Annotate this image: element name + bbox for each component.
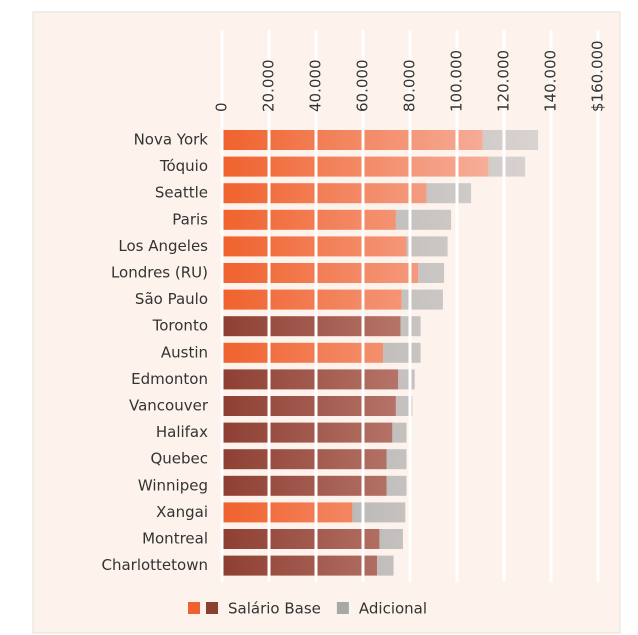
bar-segment: [395, 396, 413, 416]
bar-segment: [222, 369, 399, 390]
bar-segment: [352, 502, 406, 523]
legend-swatch: [188, 602, 200, 614]
y-tick-label: Vancouver: [129, 397, 209, 415]
bar-segment: [222, 236, 407, 257]
y-tick-label: Austin: [161, 343, 208, 361]
bar-segment: [222, 130, 483, 150]
x-tick-label: 60.000: [354, 60, 372, 113]
x-tick-label: 0: [213, 102, 231, 112]
bar-segment: [488, 156, 526, 177]
y-tick-label: Los Angeles: [118, 237, 208, 255]
bar-segment: [222, 342, 383, 363]
bar-segment: [222, 183, 427, 204]
y-tick-label: Nova York: [134, 131, 209, 149]
y-tick-label: Charlottetown: [101, 556, 208, 574]
y-tick-label: Toronto: [152, 317, 208, 335]
bar-segment: [395, 209, 452, 230]
bar-segment: [401, 289, 443, 310]
bar-segment: [222, 396, 396, 416]
bar-segment: [222, 555, 378, 576]
bar-segment: [222, 289, 402, 310]
y-tick-label: Seattle: [155, 184, 208, 202]
bar-segment: [222, 156, 489, 177]
x-tick-label: 120.000: [495, 50, 513, 112]
bar-segment: [222, 529, 380, 549]
bar-segment: [222, 449, 387, 470]
bar-segment: [392, 422, 407, 443]
y-tick-label: Paris: [172, 210, 208, 228]
bar-segment: [377, 555, 394, 576]
bar-segment: [398, 369, 415, 390]
x-tick-label: $160.000: [589, 40, 607, 112]
bar-segment: [386, 475, 407, 496]
bar-segment: [379, 529, 403, 549]
bar-segment: [222, 475, 387, 496]
bar-segment: [418, 263, 445, 283]
x-tick-label: 80.000: [401, 60, 419, 113]
x-tick-label: 40.000: [307, 60, 325, 113]
bar-segment: [222, 422, 393, 443]
legend-swatch: [336, 602, 349, 614]
y-tick-label: Quebec: [150, 450, 208, 468]
bar-segment: [386, 449, 407, 470]
y-tick-label: Edmonton: [131, 370, 208, 388]
bar-segment: [382, 342, 421, 363]
y-tick-label: Halifax: [156, 423, 208, 441]
legend-label: Salário Base: [228, 600, 321, 618]
y-tick-label: Tóquio: [159, 157, 208, 175]
y-tick-label: Londres (RU): [111, 264, 208, 282]
x-tick-label: 140.000: [542, 50, 560, 112]
y-tick-label: Montreal: [142, 530, 208, 548]
y-tick-label: Winnipeg: [138, 476, 208, 494]
bar-segment: [406, 236, 448, 257]
y-tick-label: Xangai: [156, 503, 208, 521]
legend-swatch: [206, 602, 218, 614]
bar-segment: [222, 209, 396, 230]
bar-segment: [222, 263, 419, 283]
legend-label: Adicional: [359, 600, 427, 618]
bar-segment: [482, 130, 539, 150]
bar-segment: [222, 502, 353, 523]
bar-segment: [222, 316, 401, 337]
x-tick-label: 20.000: [260, 60, 278, 113]
y-tick-label: São Paulo: [135, 290, 208, 308]
x-tick-label: 100.000: [448, 50, 466, 112]
bar-segment: [426, 183, 472, 204]
